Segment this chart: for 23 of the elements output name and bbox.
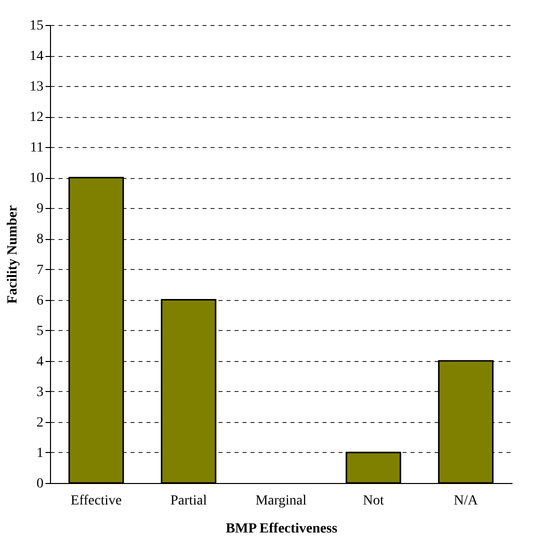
y-tick-label: 2 — [36, 415, 44, 430]
y-tick-label: 14 — [30, 49, 44, 64]
y-axis-title: Facility Number — [6, 205, 20, 304]
y-tick-label: 12 — [30, 110, 44, 126]
y-tick-label: 5 — [36, 324, 44, 339]
y-tick-label: 9 — [36, 202, 44, 217]
x-tick-label: N/A — [454, 494, 479, 508]
y-tick-label: 8 — [36, 232, 44, 248]
x-tick-label: Marginal — [255, 494, 307, 508]
y-tick-label: 15 — [30, 18, 44, 34]
y-tick-label: 11 — [30, 140, 44, 156]
y-tick-label: 7 — [36, 262, 44, 278]
y-tick-label: 13 — [30, 80, 44, 95]
y-tick-label: 10 — [30, 171, 44, 186]
y-tick-label: 0 — [36, 476, 44, 492]
x-axis-title: BMP Effectiveness — [226, 522, 338, 536]
y-tick-label: 6 — [36, 293, 44, 308]
y-tick-label: 1 — [36, 446, 44, 461]
x-tick-label: Effective — [70, 494, 122, 508]
y-tick-label: 4 — [36, 354, 44, 370]
x-tick-label: Partial — [170, 494, 207, 508]
y-tick-label: 3 — [36, 384, 44, 400]
x-tick-label: Not — [362, 494, 384, 508]
